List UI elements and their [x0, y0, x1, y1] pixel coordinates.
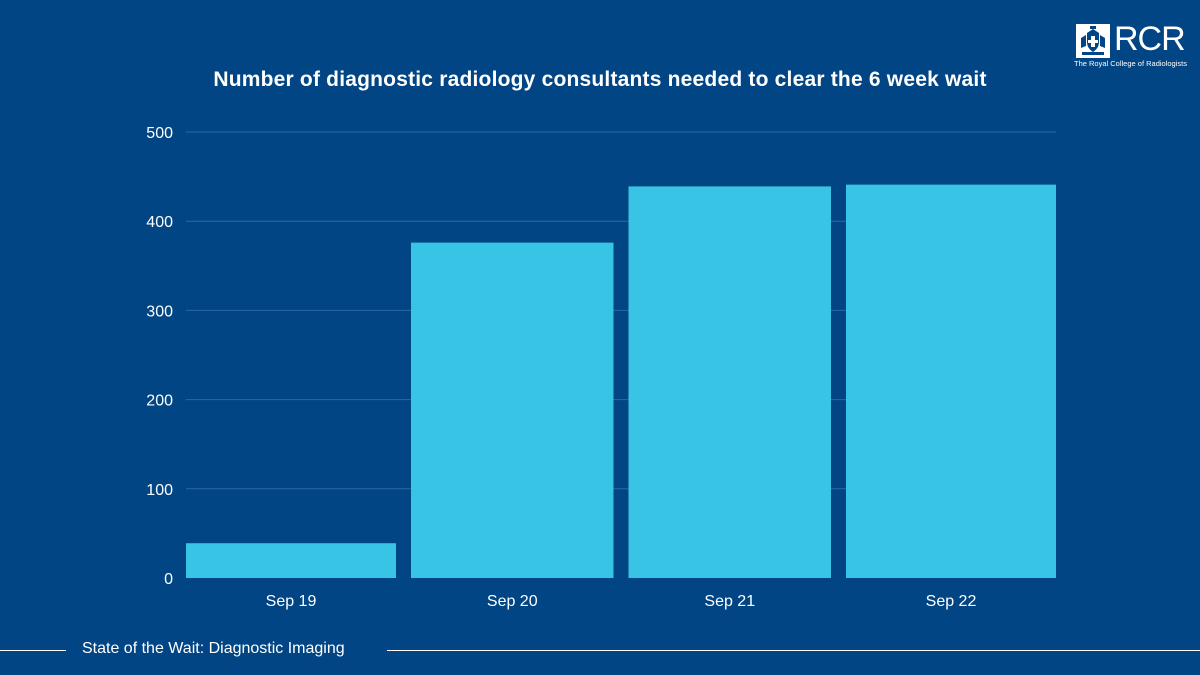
- x-tick-label: Sep 20: [487, 593, 538, 610]
- y-tick-label: 0: [164, 571, 173, 588]
- footer-text: State of the Wait: Diagnostic Imaging: [82, 640, 345, 657]
- y-tick-label: 200: [146, 393, 173, 410]
- footer-divider-left: [0, 650, 66, 651]
- y-tick-label: 400: [146, 214, 173, 231]
- rcr-logo: RCR The Royal College of Radiologists: [1074, 20, 1187, 70]
- y-tick-label: 100: [146, 482, 173, 499]
- chart-title: Number of diagnostic radiology consultan…: [213, 68, 987, 91]
- y-axis-ticks: 0 100 200 300 400 500: [146, 125, 173, 588]
- bar-sep-20: [411, 242, 614, 578]
- logo-subtitle: The Royal College of Radiologists: [1074, 59, 1187, 68]
- y-tick-label: 300: [146, 303, 173, 320]
- x-tick-label: Sep 19: [266, 593, 317, 610]
- y-tick-label: 500: [146, 125, 173, 142]
- x-tick-label: Sep 21: [704, 593, 755, 610]
- x-axis-ticks: Sep 19 Sep 20 Sep 21 Sep 22: [266, 593, 977, 610]
- x-tick-label: Sep 22: [926, 593, 977, 610]
- footer-divider-right: [387, 650, 1200, 651]
- bar-sep-19: [186, 543, 396, 578]
- crest-icon: [1076, 24, 1110, 58]
- bar-sep-22: [846, 184, 1056, 579]
- bars: [186, 184, 1056, 579]
- logo-wordmark: RCR: [1114, 20, 1186, 58]
- bar-sep-21: [628, 186, 831, 579]
